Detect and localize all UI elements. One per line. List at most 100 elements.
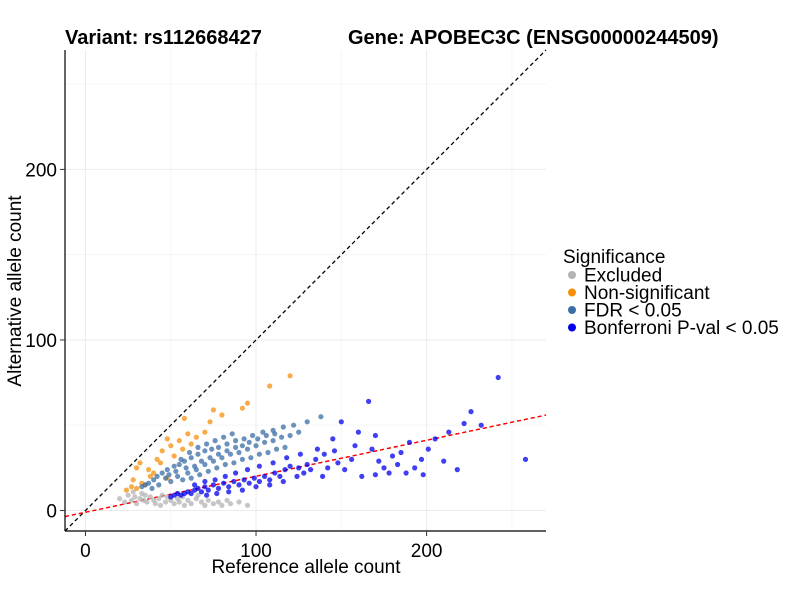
- data-point: [168, 478, 174, 485]
- data-point: [246, 480, 252, 486]
- data-point: [256, 451, 262, 457]
- data-point: [163, 499, 169, 505]
- data-point: [253, 443, 259, 449]
- data-point: [125, 492, 131, 498]
- data-point: [188, 441, 194, 447]
- data-point: [282, 444, 288, 450]
- data-point: [325, 465, 331, 471]
- data-point: [207, 455, 213, 461]
- data-point: [246, 439, 252, 445]
- data-point: [175, 473, 181, 479]
- data-point: [291, 422, 297, 428]
- data-point: [193, 434, 199, 440]
- data-point: [226, 484, 232, 490]
- data-point: [314, 446, 320, 452]
- data-point: [248, 455, 254, 461]
- data-point: [446, 429, 452, 435]
- data-point: [176, 438, 182, 444]
- data-point: [205, 468, 211, 474]
- data-point: [180, 477, 186, 483]
- data-point: [279, 434, 285, 440]
- y-axis-title: Alternative allele count: [5, 195, 26, 387]
- data-point: [403, 470, 409, 476]
- data-point: [188, 455, 194, 461]
- data-point: [202, 478, 208, 485]
- legend-key: [568, 288, 576, 297]
- data-point: [151, 477, 157, 483]
- data-point: [301, 470, 307, 476]
- data-point: [183, 465, 189, 471]
- data-point: [134, 501, 140, 507]
- data-point: [147, 494, 153, 500]
- data-point: [287, 373, 293, 379]
- data-point: [330, 436, 336, 442]
- chart-title-variant: Variant: rs112668427: [65, 27, 262, 49]
- data-point: [236, 449, 242, 456]
- data-point: [294, 473, 300, 479]
- data-point: [277, 473, 283, 479]
- legend-key: [568, 323, 576, 332]
- data-point: [157, 502, 164, 508]
- data-point: [239, 405, 245, 411]
- legend-label: Non-significant: [584, 283, 710, 304]
- data-point: [468, 409, 474, 415]
- legend-title: Significance: [563, 247, 665, 268]
- data-point: [244, 446, 251, 452]
- data-point: [195, 492, 201, 498]
- data-point: [256, 463, 262, 469]
- data-point: [273, 446, 280, 452]
- data-point: [186, 449, 193, 456]
- data-point: [366, 398, 372, 404]
- data-point: [152, 501, 158, 507]
- data-point: [205, 487, 211, 493]
- data-point: [157, 460, 164, 466]
- data-point: [219, 412, 225, 418]
- data-point: [181, 502, 187, 508]
- legend-label: FDR < 0.05: [584, 301, 682, 322]
- data-point: [239, 443, 245, 449]
- data-point: [207, 419, 213, 425]
- data-point: [239, 456, 245, 462]
- data-point: [233, 470, 239, 476]
- series-bonferroni-p-val-0-05: [168, 374, 529, 500]
- data-point: [349, 456, 355, 462]
- data-point: [224, 441, 230, 447]
- data-point: [128, 484, 135, 490]
- data-point: [164, 467, 170, 473]
- legend-label: Excluded: [584, 266, 662, 287]
- data-point: [381, 465, 387, 471]
- data-point: [282, 467, 288, 473]
- data-point: [195, 444, 201, 450]
- data-point: [270, 438, 276, 444]
- data-point: [130, 489, 136, 495]
- data-point: [146, 467, 152, 473]
- legend: Significance ExcludedNon-significantFDR …: [563, 247, 779, 339]
- data-point: [221, 434, 227, 440]
- data-point: [147, 473, 153, 479]
- data-point: [198, 489, 205, 495]
- data-point: [280, 424, 286, 430]
- data-point: [117, 496, 123, 502]
- data-point: [185, 470, 191, 476]
- axes: [64, 50, 546, 532]
- data-point: [308, 467, 314, 473]
- data-point: [197, 472, 203, 478]
- data-point: [260, 429, 266, 435]
- y-tick-label: 0: [46, 502, 57, 523]
- data-point: [267, 482, 273, 488]
- data-point: [144, 499, 150, 505]
- data-point: [287, 463, 293, 469]
- data-point: [164, 436, 170, 442]
- data-point: [241, 436, 247, 442]
- data-point: [386, 470, 392, 476]
- data-point: [178, 456, 184, 462]
- x-axis-title: Reference allele count: [211, 557, 401, 578]
- data-point: [210, 458, 216, 464]
- data-point: [272, 470, 278, 476]
- data-point: [163, 475, 169, 481]
- legend-label: Bonferroni P-val < 0.05: [584, 318, 779, 339]
- data-point: [227, 501, 234, 507]
- data-point: [454, 467, 460, 473]
- data-point: [272, 431, 278, 437]
- data-point: [168, 443, 174, 449]
